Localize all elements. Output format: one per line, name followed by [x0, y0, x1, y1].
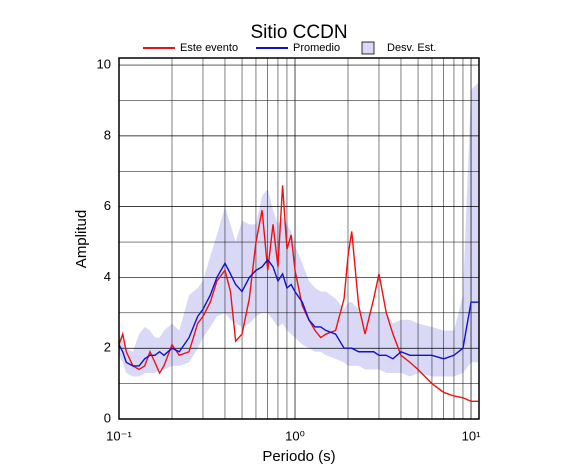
y-tick-label: 2: [104, 340, 111, 355]
legend-label: Este evento: [180, 42, 238, 54]
y-tick-label: 10: [97, 57, 111, 72]
x-tick-label: 10⁰: [285, 428, 305, 443]
x-tick-label: 10⁻¹: [106, 428, 132, 443]
std-band: [119, 82, 479, 377]
plot-frame: [118, 57, 480, 420]
y-axis-label: Amplitud: [73, 210, 90, 268]
y-tick-label: 0: [104, 410, 111, 425]
series-line: [118, 258, 479, 367]
y-tick-label: 6: [104, 198, 111, 213]
legend-label: Promedio: [293, 42, 340, 54]
x-tick-label: 10¹: [462, 428, 481, 443]
x-axis-label: Periodo (s): [262, 448, 335, 465]
legend-swatch: [361, 41, 375, 55]
chart-title: Sitio CCDN: [250, 22, 347, 43]
series-line: [118, 185, 479, 403]
legend-label: Desv. Est.: [387, 42, 436, 54]
y-tick-label: 8: [104, 127, 111, 142]
y-tick-label: 4: [104, 269, 111, 284]
